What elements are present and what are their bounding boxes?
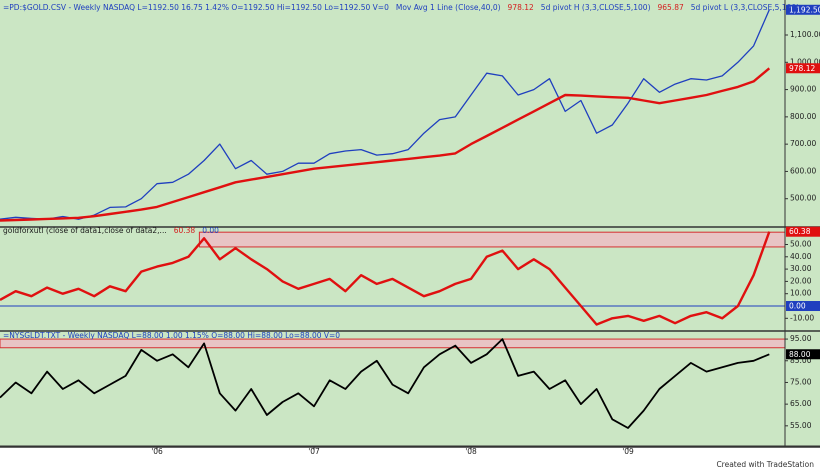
footer-credit: Created with TradeStation xyxy=(716,460,814,469)
pane-header: 965.87 xyxy=(658,3,684,12)
y-tick-label: 700.00 xyxy=(790,139,816,148)
pane-header: =PD:$GOLD.CSV - Weekly NASDAQ L=1192.50 … xyxy=(3,3,389,12)
y-tick-label: 1,100.00 xyxy=(790,30,820,39)
pane-header: 978.12 xyxy=(508,3,534,12)
pane-header: Mov Avg 1 Line (Close,40,0) xyxy=(396,3,501,12)
y-tick-label: 75.00 xyxy=(790,377,812,386)
x-tick-label: '09 xyxy=(622,447,634,456)
y-tick-label: 55.00 xyxy=(790,421,812,430)
series-line xyxy=(0,9,770,220)
y-tick-label: 20.00 xyxy=(790,276,812,285)
plot-background xyxy=(0,0,820,446)
y-tick-label: 1,000.00 xyxy=(790,57,820,66)
x-tick-label: '06 xyxy=(151,447,163,456)
last-value-box xyxy=(786,63,820,74)
pane-header: 5d pivot H (3,3,CLOSE,5,100) xyxy=(541,3,651,12)
series-line xyxy=(0,338,770,429)
y-tick-label: 10.00 xyxy=(790,289,812,298)
last-value-box xyxy=(786,349,820,360)
series-line xyxy=(0,67,771,222)
x-tick-label: '08 xyxy=(465,447,477,456)
y-tick-label: 85.00 xyxy=(790,356,812,365)
y-tick-label: 40.00 xyxy=(790,252,812,261)
y-tick-label: 800.00 xyxy=(790,112,816,121)
pane-header: 0.00 xyxy=(202,226,219,235)
pane-header: =NYSGLDT.TXT - Weekly NASDAQ L=88.00 1.0… xyxy=(3,331,340,340)
footer-background xyxy=(0,446,820,471)
y-tick-label: 65.00 xyxy=(790,399,812,408)
last-value-label: 978.12 xyxy=(789,64,815,73)
y-tick-label: 50.00 xyxy=(790,239,812,248)
y-tick-label: 30.00 xyxy=(790,264,812,273)
y-tick-label: -10.00 xyxy=(790,313,814,322)
pane-header: 60.38 xyxy=(174,226,196,235)
reference-label: 0.00 xyxy=(789,302,806,311)
series-line xyxy=(0,231,771,326)
y-tick-label: 600.00 xyxy=(790,166,816,175)
y-tick-label: 900.00 xyxy=(790,85,816,94)
y-tick-label: 95.00 xyxy=(790,334,812,343)
last-value-label: 1,192.50 xyxy=(789,5,820,14)
x-tick-label: '07 xyxy=(308,447,320,456)
band xyxy=(198,231,786,248)
pane-header: 5d pivot L (3,3,CLOSE,5,100) xyxy=(691,3,799,12)
last-value-label: 60.38 xyxy=(789,227,811,236)
reference-box xyxy=(786,301,820,312)
last-value-box xyxy=(786,4,820,15)
band xyxy=(0,338,786,349)
last-value-box xyxy=(786,226,820,237)
pane-header: goldforxutl (close of data1,close of dat… xyxy=(3,226,167,235)
last-value-label: 88.00 xyxy=(789,350,811,359)
y-tick-label: 500.00 xyxy=(790,194,816,203)
